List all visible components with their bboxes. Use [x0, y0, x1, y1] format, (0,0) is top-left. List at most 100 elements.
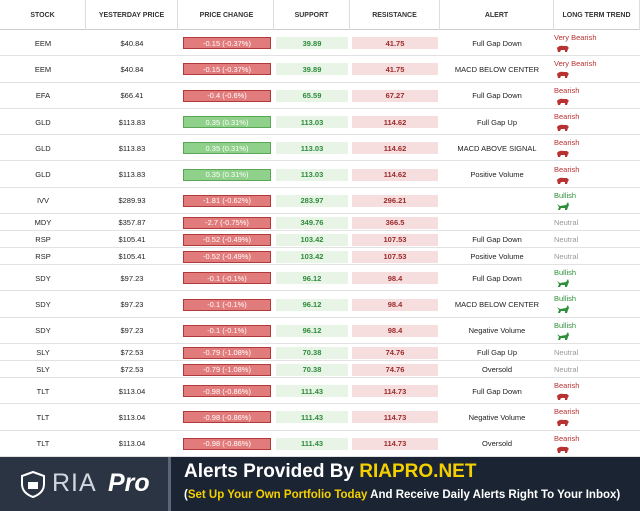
resistance: 296.21 [352, 194, 438, 207]
price-change: -0.1 (-0.1%) [183, 324, 271, 337]
price: $113.83 [118, 117, 146, 127]
alert: Negative Volume [468, 326, 526, 336]
price-change: 0.35 (0.31%) [183, 142, 271, 155]
trend: Bullish [554, 188, 640, 214]
resistance: 41.75 [352, 37, 438, 50]
support: 113.03 [276, 168, 348, 181]
header-cell: LONG TERM TREND [554, 0, 640, 30]
bear-icon [557, 177, 569, 184]
bull-icon [557, 305, 569, 314]
table-row: SDY $97.23 -0.1 (-0.1%) 96.12 98.4 MACD BELOW… [0, 291, 640, 318]
stock: SDY [35, 300, 51, 310]
table-row: IVV $289.93 -1.81 (-0.62%) 283.97 296.21 Bull… [0, 188, 640, 215]
support: 70.38 [276, 346, 348, 359]
stock: EEM [34, 64, 52, 74]
price-change: -0.52 (-0.49%) [183, 233, 271, 246]
banner: RIA Pro Alerts Provided By RIAPRO.NET (S… [0, 457, 640, 511]
alert: Oversold [481, 439, 512, 449]
header-cell: ALERT [440, 0, 554, 30]
stock: SDY [35, 326, 51, 336]
support: 39.89 [276, 37, 348, 50]
stock: MDY [34, 218, 52, 228]
table-row: RSP $105.41 -0.52 (-0.49%) 103.42 107.53 Posi… [0, 248, 640, 266]
bear-icon [557, 446, 569, 453]
price-change: -0.98 (-0.86%) [183, 385, 271, 398]
bear-icon [557, 124, 569, 131]
price: $289.93 [118, 196, 146, 206]
price-change: -0.15 (-0.37%) [183, 37, 271, 50]
alert: Positive Volume [470, 170, 524, 180]
stock: GLD [35, 143, 51, 153]
header-cell: YESTERDAY PRICE [86, 0, 178, 30]
resistance: 114.62 [352, 142, 438, 155]
trend: Bearish [554, 83, 640, 109]
table-row: SDY $97.23 -0.1 (-0.1%) 96.12 98.4 Full Gap D… [0, 265, 640, 292]
resistance: 107.53 [352, 233, 438, 246]
support: 70.38 [276, 363, 348, 376]
resistance: 98.4 [352, 324, 438, 337]
support: 113.03 [276, 142, 348, 155]
trend: Neutral [554, 252, 579, 262]
table-row: TLT $113.04 -0.98 (-0.86%) 111.43 114.73 Full… [0, 378, 640, 405]
alert: MACD BELOW CENTER [454, 64, 540, 74]
alert: Full Gap Up [476, 348, 518, 357]
price: $40.84 [120, 64, 144, 74]
table-row: GLD $113.83 0.35 (0.31%) 113.03 114.62 MACD A… [0, 135, 640, 162]
table-row: EEM $40.84 -0.15 (-0.37%) 39.89 41.75 Full Ga… [0, 30, 640, 57]
bear-icon [557, 98, 569, 105]
trend: Neutral [554, 365, 579, 374]
support: 96.12 [276, 298, 348, 311]
price: $357.87 [118, 218, 146, 228]
resistance: 74.76 [352, 363, 438, 376]
support: 283.97 [276, 194, 348, 207]
price: $97.23 [120, 300, 144, 310]
support: 349.76 [276, 216, 348, 229]
table-row: SDY $97.23 -0.1 (-0.1%) 96.12 98.4 Negative V… [0, 318, 640, 344]
resistance: 41.75 [352, 63, 438, 76]
alert: Oversold [481, 365, 512, 374]
trend: Neutral [554, 348, 579, 357]
price: $40.84 [120, 38, 144, 48]
trend: Bearish [554, 404, 640, 430]
support: 111.43 [276, 411, 348, 424]
price: $66.41 [120, 91, 144, 101]
stock: EEM [34, 38, 52, 48]
price: $97.23 [120, 273, 144, 283]
header-cell: STOCK [0, 0, 86, 30]
price: $72.53 [120, 365, 144, 374]
stock: SLY [36, 348, 50, 357]
resistance: 107.53 [352, 250, 438, 263]
price-change: -0.79 (-1.08%) [183, 363, 271, 376]
headline-text: Alerts Provided By [184, 461, 354, 482]
logo-shield [21, 470, 45, 498]
subline: (Set Up Your Own Portfolio Today And Rec… [184, 489, 620, 501]
price-change: -1.81 (-0.62%) [183, 194, 271, 207]
price-change: -2.7 (-0.75%) [183, 216, 271, 229]
trend: Bearish [554, 162, 640, 188]
table-row: MDY $357.87 -2.7 (-0.75%) 349.76 366.5 Neutra… [0, 214, 640, 232]
resistance: 114.62 [352, 116, 438, 129]
stock: TLT [36, 412, 50, 422]
stock: SLY [36, 365, 50, 374]
trend: Bearish [554, 135, 640, 161]
table-row: EEM $40.84 -0.15 (-0.37%) 39.89 41.75 MACD BE… [0, 56, 640, 83]
subline-text: And Receive Daily Alerts Right To Your I… [370, 489, 621, 501]
alert: Full Gap Down [472, 235, 522, 245]
alert: Full Gap Up [476, 117, 518, 127]
stock: RSP [35, 235, 51, 245]
table-row: SLY $72.53 -0.79 (-1.08%) 70.38 74.76 Full Ga… [0, 344, 640, 361]
table-row: TLT $113.04 -0.98 (-0.86%) 111.43 114.73 Over… [0, 431, 640, 457]
logo-pro: Pro [108, 469, 150, 497]
alert: Negative Volume [468, 412, 526, 422]
trend: Bearish [554, 431, 640, 457]
price-change: -0.15 (-0.37%) [183, 63, 271, 76]
price-change: 0.35 (0.31%) [183, 116, 271, 129]
resistance: 114.73 [352, 411, 438, 424]
trend: Bullish [554, 318, 640, 344]
price: $113.04 [118, 439, 146, 449]
bear-icon [557, 393, 569, 400]
price: $113.04 [118, 412, 146, 422]
support: 96.12 [276, 272, 348, 285]
price-change: -0.98 (-0.86%) [183, 437, 271, 450]
bear-icon [557, 420, 569, 427]
